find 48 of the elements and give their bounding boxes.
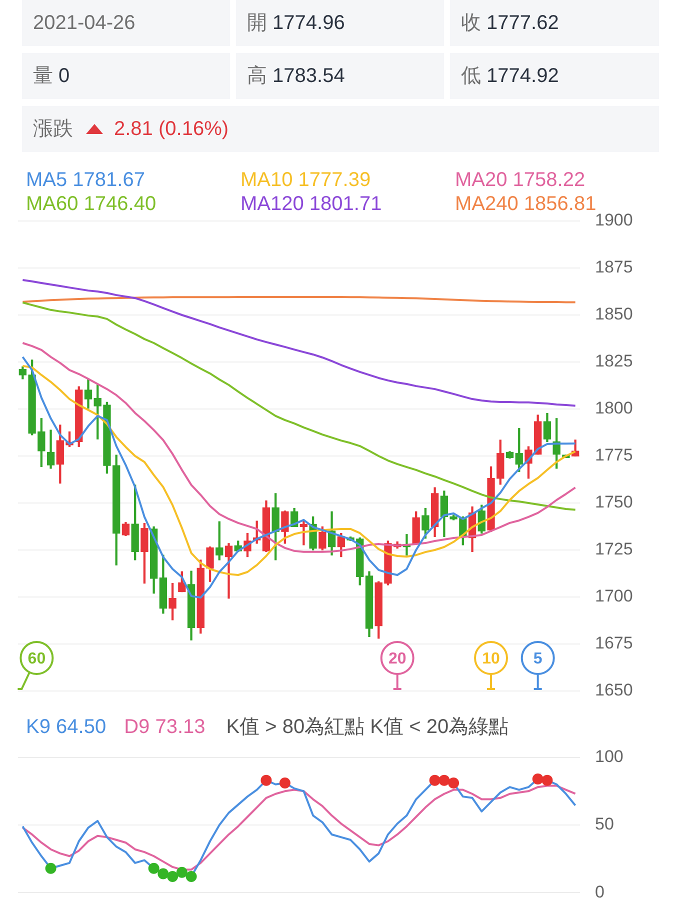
text: MA120 1801.71 xyxy=(240,192,383,216)
text: 量 0 xyxy=(33,64,70,89)
point xyxy=(158,868,169,880)
point xyxy=(429,774,440,786)
annotation: 20 xyxy=(388,650,406,668)
annotation: 10 xyxy=(482,650,500,668)
text: MA20 1758.22 xyxy=(455,168,586,192)
y-tick-label: 1875 xyxy=(595,258,633,277)
y-tick-label: 1750 xyxy=(595,492,633,512)
point xyxy=(448,778,460,789)
text: 低 1774.92 xyxy=(461,64,559,89)
y-tick-label: 100 xyxy=(595,746,624,766)
y-tick-label: 1725 xyxy=(595,540,633,559)
point xyxy=(45,862,56,874)
y-tick-label: 50 xyxy=(595,814,614,834)
text: 2021-04-26 xyxy=(33,11,136,36)
point xyxy=(438,774,450,786)
point xyxy=(167,870,178,882)
y-tick-label: 1775 xyxy=(595,446,633,465)
y-tick-label: 1700 xyxy=(595,586,633,606)
y-tick-label: 0 xyxy=(595,882,604,900)
text: 漲跌 xyxy=(33,117,73,142)
annotation: 60 xyxy=(28,650,46,668)
text: MA5 1781.67 xyxy=(26,168,146,192)
text: MA10 1777.39 xyxy=(240,168,372,192)
point xyxy=(176,866,188,878)
y-tick-label: 1675 xyxy=(595,634,633,653)
point xyxy=(279,778,290,789)
point xyxy=(186,870,197,882)
y-tick-label: 1800 xyxy=(595,398,633,418)
y-tick-label: 1825 xyxy=(595,352,633,371)
annotation: 5 xyxy=(533,650,542,668)
text: 高 1783.54 xyxy=(247,64,345,89)
point xyxy=(542,774,553,786)
point xyxy=(260,774,272,786)
y-tick-label: 1900 xyxy=(595,210,633,230)
text: D9 73.13 xyxy=(124,715,206,739)
text: K值 > 80為紅點 K值 < 20為綠點 xyxy=(226,715,509,739)
y-tick-label: 1850 xyxy=(595,304,633,324)
text: MA240 1856.81 xyxy=(455,192,596,215)
text: MA60 1746.40 xyxy=(26,192,158,216)
point xyxy=(532,773,544,784)
text: K9 64.50 xyxy=(26,715,106,739)
text: 2.81 (0.16%) xyxy=(114,117,229,142)
text: 收 1777.62 xyxy=(461,11,559,36)
y-tick-label: 1650 xyxy=(595,680,633,700)
text: 開 1774.96 xyxy=(247,11,345,36)
point xyxy=(148,862,160,874)
